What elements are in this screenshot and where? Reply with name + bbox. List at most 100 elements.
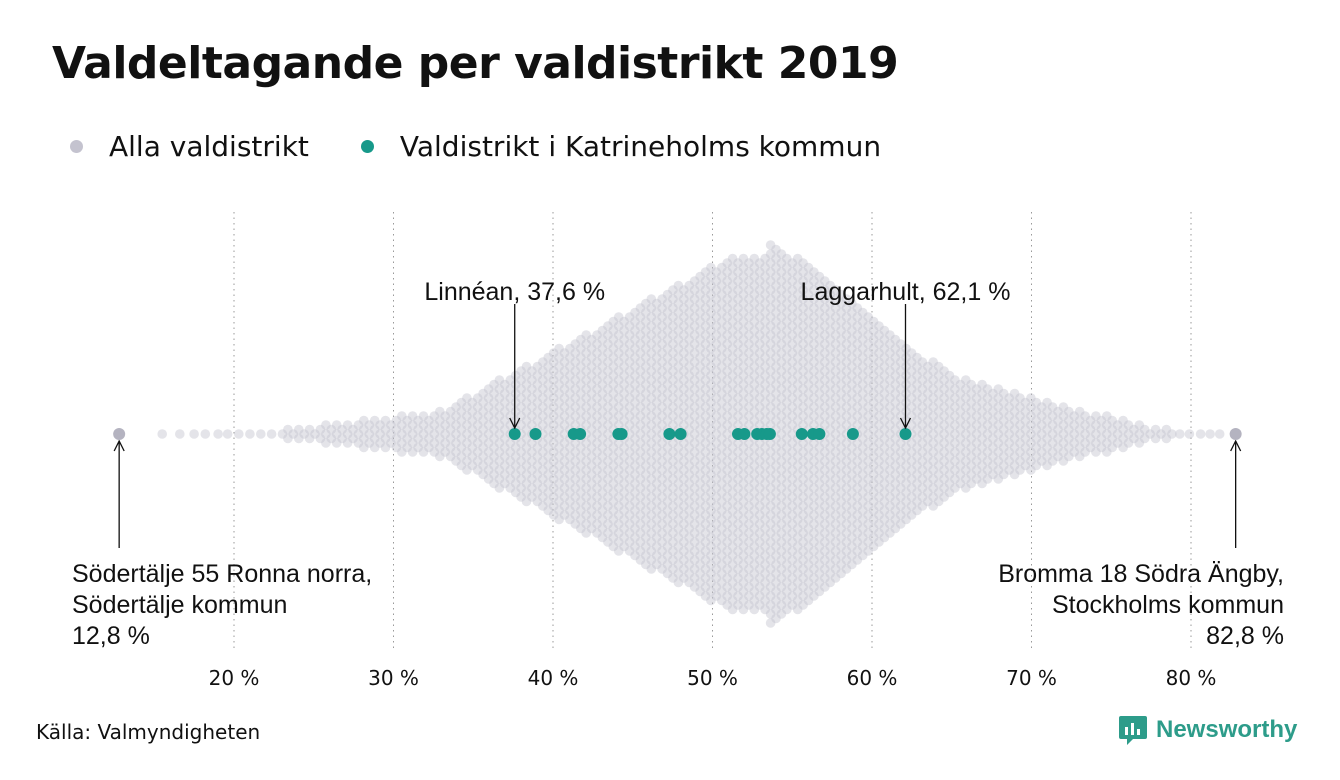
district-point [906, 357, 917, 367]
district-point [679, 384, 689, 394]
district-point [955, 406, 966, 417]
district-point [603, 357, 613, 367]
district-point [733, 447, 743, 457]
district-point [1058, 456, 1069, 466]
district-point [1042, 442, 1052, 453]
district-point [630, 424, 640, 435]
district-point [803, 442, 814, 453]
district-point [998, 415, 1009, 426]
district-point [630, 415, 640, 426]
district-point [1064, 424, 1074, 435]
district-point [928, 474, 938, 484]
district-point [754, 357, 765, 367]
district-point [630, 514, 640, 525]
district-point [727, 280, 738, 291]
district-point [1042, 397, 1052, 408]
district-point [912, 442, 922, 453]
district-point [912, 460, 922, 471]
district-point [809, 312, 819, 322]
district-point [760, 334, 770, 345]
district-point [787, 510, 798, 520]
district-point [673, 370, 684, 381]
district-point [917, 492, 928, 502]
district-point [592, 528, 602, 538]
district-point [494, 447, 505, 457]
district-point [771, 568, 781, 579]
district-point [613, 537, 624, 547]
district-point [391, 442, 402, 453]
district-point [651, 478, 662, 489]
district-point [1123, 420, 1134, 430]
district-point [841, 510, 852, 520]
district-point [1102, 429, 1112, 439]
district-point [581, 375, 591, 385]
district-point [792, 343, 803, 354]
district-point [651, 532, 662, 543]
district-point [483, 393, 494, 403]
district-point [462, 456, 472, 466]
district-point [982, 429, 993, 439]
district-point [928, 420, 938, 430]
district-point [581, 501, 591, 511]
district-point [754, 267, 765, 277]
district-point [1020, 406, 1031, 417]
district-point [944, 415, 955, 426]
district-point [662, 442, 673, 453]
district-point [841, 465, 852, 475]
district-point [635, 402, 646, 412]
district-point [1004, 393, 1014, 403]
district-point [809, 321, 819, 331]
district-point [771, 370, 781, 381]
district-point [689, 474, 700, 484]
district-point [489, 406, 499, 417]
district-point [760, 442, 770, 453]
district-point [917, 474, 928, 484]
district-point [597, 379, 608, 390]
district-point [679, 573, 689, 583]
district-point [613, 474, 624, 484]
district-point [738, 451, 749, 462]
district-point [483, 411, 494, 421]
district-point [673, 568, 684, 579]
district-point [1175, 429, 1185, 439]
district-point [397, 411, 407, 421]
district-point [923, 424, 933, 435]
district-point [592, 330, 602, 340]
district-point [679, 339, 689, 349]
district-point [576, 469, 586, 480]
district-point [445, 451, 456, 462]
district-point [754, 411, 765, 421]
district-point [619, 451, 629, 462]
district-point [852, 348, 863, 358]
district-point [695, 487, 705, 498]
district-point [651, 469, 662, 480]
district-point [722, 294, 732, 304]
district-point [749, 271, 760, 282]
district-point [554, 406, 564, 417]
district-point [548, 402, 559, 412]
district-point [771, 523, 781, 534]
district-point [613, 483, 624, 493]
district-point [863, 474, 873, 484]
district-point [830, 285, 841, 295]
district-point [977, 379, 987, 390]
district-point [592, 411, 602, 421]
district-point [668, 474, 678, 484]
district-point [494, 393, 505, 403]
district-point [820, 402, 830, 412]
district-point [570, 483, 581, 493]
district-point [679, 456, 689, 466]
district-point [1004, 465, 1014, 475]
district-point [348, 433, 358, 444]
district-point [1080, 438, 1090, 448]
district-point [895, 366, 906, 376]
district-point [966, 442, 976, 453]
district-point [738, 298, 749, 309]
district-point [548, 492, 559, 502]
district-point [841, 402, 852, 412]
district-point [977, 460, 987, 471]
district-point [548, 465, 559, 475]
newsworthy-logo-icon [1119, 716, 1147, 745]
district-point [776, 411, 787, 421]
district-point [765, 330, 776, 340]
